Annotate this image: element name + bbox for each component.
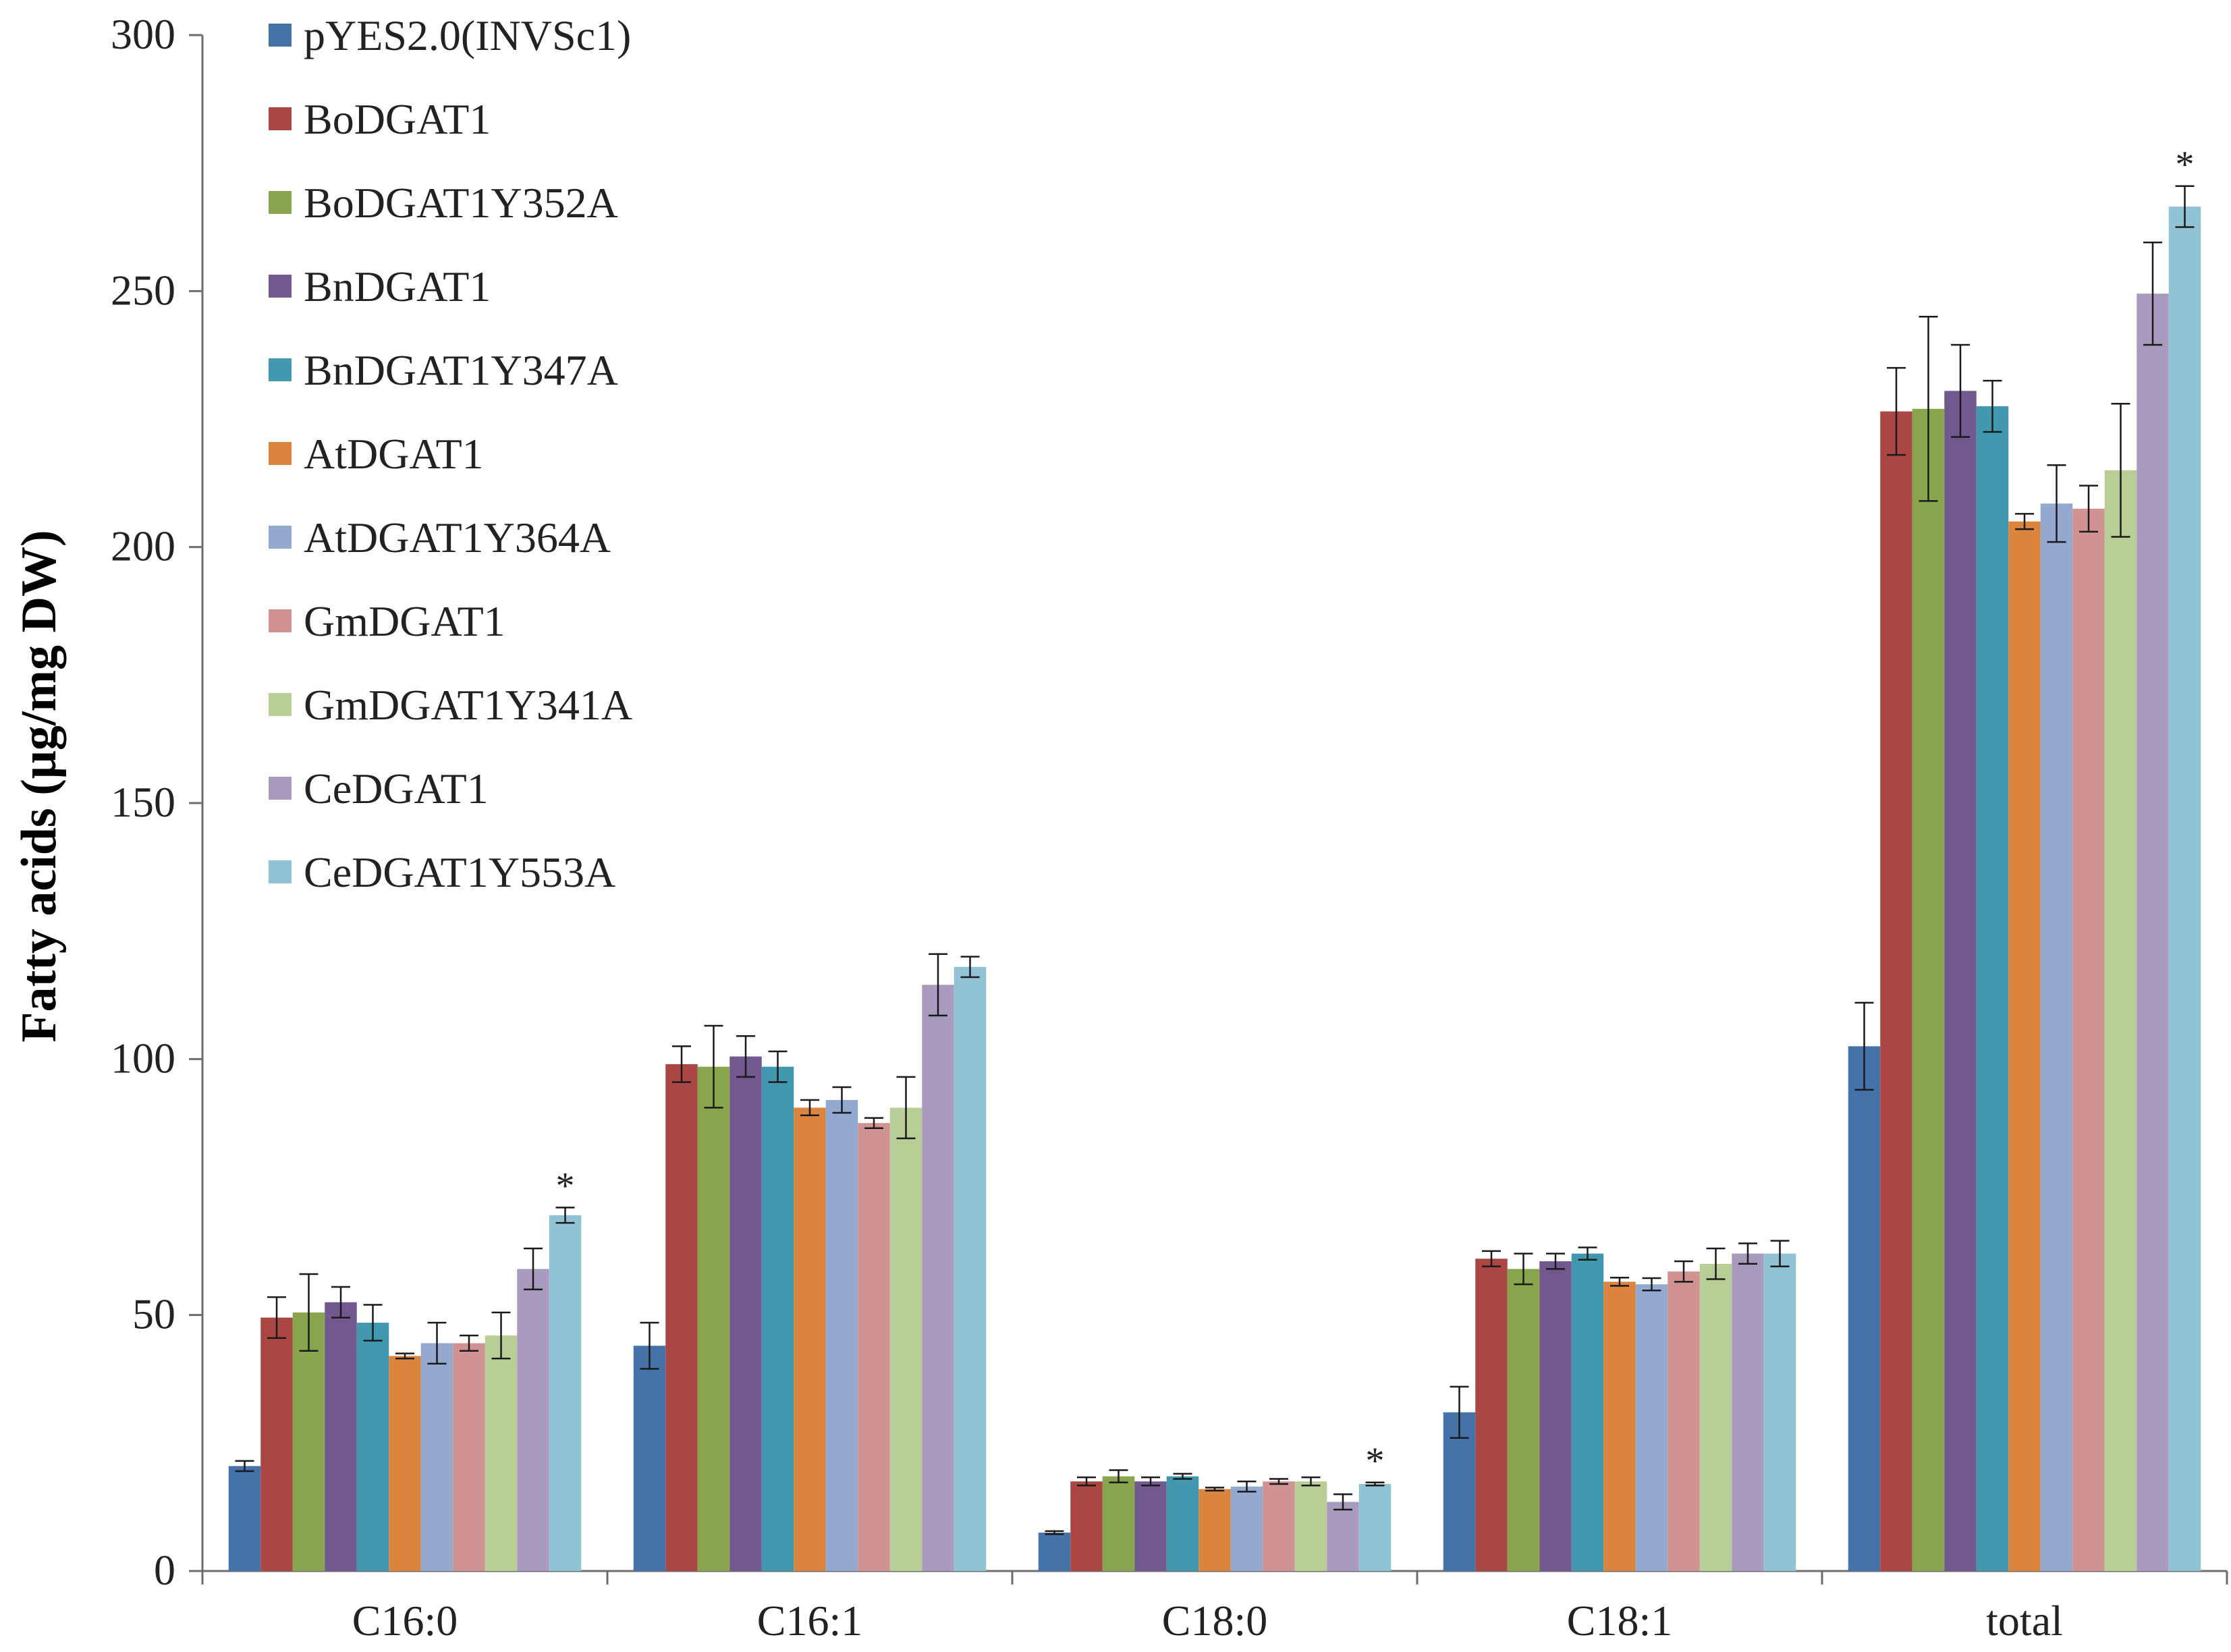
bar [1166,1476,1199,1571]
x-category-label: total [1986,1597,2063,1645]
x-category-label: C18:1 [1567,1597,1672,1645]
legend-label: AtDGAT1Y364A [304,514,611,561]
bar [729,1056,762,1571]
y-tick-label: 250 [111,266,175,314]
bar [325,1302,357,1571]
legend-label: BnDGAT1Y347A [304,346,618,394]
bar [825,1100,858,1571]
bar [1880,411,1912,1571]
legend-label: pYES2.0(INVSc1) [304,11,631,59]
bar [1732,1253,1764,1571]
bar [1443,1412,1476,1571]
bar [2008,521,2041,1571]
bar [2137,294,2169,1571]
bar [1668,1271,1700,1571]
bar [761,1066,794,1571]
bar [1358,1484,1392,1571]
y-axis-title: Fatty acids (μg/mg DW) [11,530,67,1042]
bar [1327,1502,1359,1571]
y-tick-label: 50 [132,1290,175,1338]
bar [260,1317,293,1571]
bar [228,1466,261,1571]
bar [922,985,954,1571]
bar [2072,508,2105,1572]
legend-swatch [269,442,292,465]
legend-swatch [269,860,292,883]
bar [1635,1284,1668,1571]
x-category-label: C18:0 [1162,1597,1267,1645]
bar [549,1215,582,1571]
legend-swatch [269,24,292,47]
legend-label: CeDGAT1 [304,765,489,813]
legend-label: BoDGAT1Y352A [304,179,618,227]
bar [954,966,987,1571]
y-tick-label: 300 [111,10,175,58]
legend-swatch [269,609,292,632]
bar [2040,503,2073,1572]
legend-swatch [269,777,292,800]
y-tick-label: 100 [111,1034,175,1082]
legend-label: BoDGAT1 [304,95,491,143]
bar [485,1336,518,1571]
bar [1848,1046,1881,1571]
bar [389,1356,421,1571]
bar [1603,1282,1636,1571]
bar [633,1346,666,1571]
bar [1976,406,2009,1571]
bar [1102,1476,1135,1571]
x-category-label: C16:0 [352,1597,458,1645]
significance-marker: * [556,1165,575,1207]
bar [1475,1259,1508,1571]
bar [1944,391,1977,1571]
bar [1038,1533,1071,1571]
legend-swatch [269,191,292,214]
bar [292,1312,325,1571]
bar [1539,1261,1572,1571]
bar [2168,206,2201,1571]
bar [794,1107,826,1571]
legend-swatch [269,107,292,130]
significance-marker: * [2176,144,2195,186]
bar [453,1343,485,1571]
bar [1763,1253,1796,1571]
bar [1294,1481,1327,1571]
y-tick-label: 0 [154,1546,175,1594]
legend-swatch [269,275,292,298]
legend-label: GmDGAT1 [304,597,505,645]
bar [1571,1253,1604,1571]
legend-swatch [269,358,292,381]
legend-label: CeDGAT1Y553A [304,848,615,896]
bar [356,1323,389,1571]
bar [697,1066,730,1571]
y-tick-label: 200 [111,522,175,570]
legend-label: BnDGAT1 [304,263,491,310]
bar [1070,1481,1103,1571]
bar [1912,408,1945,1571]
bar [889,1107,922,1571]
legend-swatch [269,526,292,549]
bar [2104,470,2137,1571]
bar [1134,1481,1167,1571]
bar [1230,1486,1263,1571]
bar [1263,1481,1295,1571]
legend-label: AtDGAT1 [304,430,484,478]
bar [1199,1489,1231,1571]
legend-swatch [269,693,292,716]
bar [420,1343,453,1571]
x-category-label: C16:1 [757,1597,862,1645]
significance-marker: * [1366,1440,1385,1482]
bar [665,1064,698,1571]
bar [517,1269,549,1571]
bar [858,1123,890,1571]
y-tick-label: 150 [111,778,175,826]
bar [1699,1263,1732,1571]
bar [1507,1269,1540,1571]
legend-label: GmDGAT1Y341A [304,681,632,729]
